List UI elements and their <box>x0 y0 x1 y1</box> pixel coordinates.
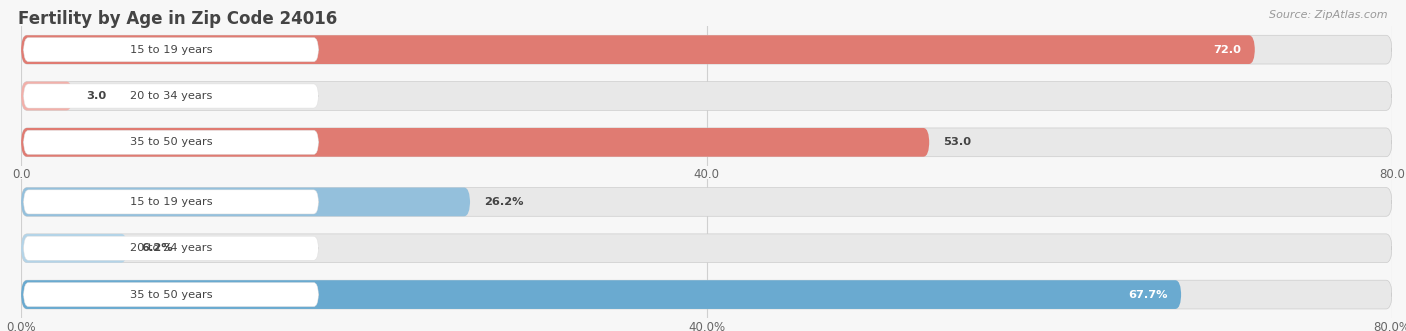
FancyBboxPatch shape <box>24 190 318 214</box>
FancyBboxPatch shape <box>21 188 470 216</box>
Text: 20 to 34 years: 20 to 34 years <box>129 243 212 253</box>
FancyBboxPatch shape <box>21 35 1256 64</box>
FancyBboxPatch shape <box>21 82 73 110</box>
FancyBboxPatch shape <box>21 128 1392 157</box>
Text: 6.2%: 6.2% <box>141 243 173 253</box>
FancyBboxPatch shape <box>21 234 128 262</box>
Text: 35 to 50 years: 35 to 50 years <box>129 137 212 147</box>
FancyBboxPatch shape <box>21 280 1392 309</box>
FancyBboxPatch shape <box>21 280 1181 309</box>
FancyBboxPatch shape <box>24 283 318 307</box>
FancyBboxPatch shape <box>24 38 318 62</box>
FancyBboxPatch shape <box>21 188 1392 216</box>
Text: 15 to 19 years: 15 to 19 years <box>129 45 212 55</box>
FancyBboxPatch shape <box>21 82 1392 110</box>
FancyBboxPatch shape <box>21 234 1392 262</box>
FancyBboxPatch shape <box>24 130 318 154</box>
Text: 3.0: 3.0 <box>86 91 107 101</box>
FancyBboxPatch shape <box>24 84 318 108</box>
Text: 53.0: 53.0 <box>943 137 972 147</box>
FancyBboxPatch shape <box>21 35 1392 64</box>
Text: Source: ZipAtlas.com: Source: ZipAtlas.com <box>1270 10 1388 20</box>
Text: 67.7%: 67.7% <box>1128 290 1167 300</box>
Text: 35 to 50 years: 35 to 50 years <box>129 290 212 300</box>
Text: 20 to 34 years: 20 to 34 years <box>129 91 212 101</box>
Text: 72.0: 72.0 <box>1213 45 1241 55</box>
Text: 26.2%: 26.2% <box>484 197 523 207</box>
Text: 15 to 19 years: 15 to 19 years <box>129 197 212 207</box>
FancyBboxPatch shape <box>21 128 929 157</box>
FancyBboxPatch shape <box>24 236 318 260</box>
Text: Fertility by Age in Zip Code 24016: Fertility by Age in Zip Code 24016 <box>18 10 337 28</box>
